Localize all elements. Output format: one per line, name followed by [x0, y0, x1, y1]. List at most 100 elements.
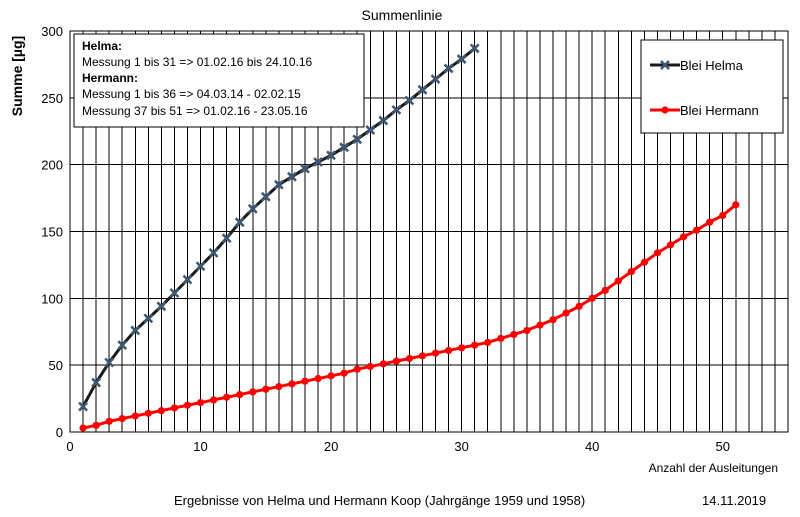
data-point-helma — [378, 115, 389, 126]
note-hermann-line-1: Messung 1 bis 36 => 04.03.14 - 02.02.15 — [82, 87, 301, 101]
data-point-helma — [117, 340, 128, 351]
data-point-hermann — [249, 388, 257, 396]
data-point-helma — [247, 203, 258, 214]
data-point-hermann — [510, 330, 518, 339]
data-point-helma — [443, 63, 454, 74]
data-point-hermann — [301, 377, 309, 385]
y-axis-label: Summe [µg] — [9, 36, 25, 116]
data-point-helma — [287, 171, 297, 182]
data-point-hermann — [170, 404, 179, 412]
data-point-hermann — [497, 334, 505, 343]
y-tick-label: 50 — [49, 358, 63, 373]
data-point-hermann — [118, 415, 126, 423]
data-point-hermann — [588, 294, 596, 302]
note-helma-line-1: Messung 1 bis 31 => 01.02.16 bis 24.10.1… — [82, 55, 312, 69]
data-point-helma — [156, 301, 167, 312]
data-point-hermann — [536, 321, 544, 329]
data-point-hermann — [523, 326, 531, 335]
data-point-hermann — [653, 249, 662, 257]
data-point-helma — [130, 325, 141, 336]
note-hermann-line-2: Messung 37 bis 51 => 01.02.16 - 23.05.16 — [82, 104, 308, 118]
data-point-helma — [469, 43, 480, 54]
data-point-helma — [273, 179, 284, 190]
data-point-helma — [78, 401, 88, 412]
data-point-helma — [430, 74, 441, 85]
legend-helma-label: Blei Helma — [680, 58, 744, 73]
data-point-helma — [182, 274, 193, 285]
data-point-hermann — [392, 357, 400, 365]
x-tick-label: 10 — [193, 439, 207, 454]
data-point-hermann — [640, 258, 649, 266]
footer-caption: Ergebnisse von Helma und Hermann Koop (J… — [174, 493, 585, 508]
legend: Blei Helma Blei Hermann — [640, 39, 784, 134]
plot-border — [69, 30, 789, 433]
x-axis-label: Anzahl der Ausleitungen — [649, 461, 778, 475]
data-point-hermann — [353, 365, 361, 373]
data-point-hermann — [223, 393, 231, 401]
note-hermann-heading: Hermann: — [82, 71, 138, 85]
legend-helma-marker-icon — [660, 60, 670, 70]
data-point-hermann — [431, 349, 440, 357]
data-point-hermann — [288, 380, 296, 388]
x-tick-label: 30 — [454, 439, 468, 454]
data-point-hermann — [131, 412, 139, 420]
y-tick-label: 0 — [56, 425, 63, 440]
x-tick-label: 50 — [715, 439, 729, 454]
data-point-helma — [300, 163, 310, 174]
data-point-helma — [339, 142, 350, 153]
data-point-helma — [104, 357, 115, 368]
data-point-hermann — [484, 338, 492, 347]
data-point-hermann — [601, 286, 609, 294]
data-point-hermann — [575, 302, 583, 310]
y-tick-label: 150 — [41, 225, 63, 240]
notes-box: Helma: Messung 1 bis 31 => 01.02.16 bis … — [73, 33, 365, 128]
data-point-hermann — [366, 362, 374, 371]
data-point-helma — [91, 377, 102, 388]
data-point-hermann — [471, 341, 479, 349]
data-point-hermann — [196, 398, 205, 407]
data-point-hermann — [679, 233, 688, 241]
data-point-helma — [417, 84, 428, 95]
x-tick-label: 20 — [324, 439, 338, 454]
data-point-helma — [234, 217, 245, 228]
data-point-helma — [169, 288, 180, 298]
data-point-helma — [313, 157, 323, 167]
data-point-hermann — [327, 372, 335, 380]
data-point-hermann — [183, 401, 192, 409]
legend-hermann-label: Blei Hermann — [680, 103, 759, 118]
data-point-hermann — [105, 417, 113, 425]
note-helma-heading: Helma: — [82, 39, 122, 53]
data-point-helma — [260, 191, 271, 202]
data-point-helma — [365, 124, 376, 135]
data-point-hermann — [236, 390, 244, 399]
data-point-hermann — [79, 424, 87, 432]
data-point-helma — [352, 134, 363, 145]
data-point-helma — [326, 150, 337, 161]
data-point-hermann — [444, 346, 453, 355]
y-tick-label: 200 — [41, 158, 63, 173]
y-tick-label: 250 — [41, 91, 63, 106]
data-point-hermann — [562, 309, 570, 317]
data-point-hermann — [627, 268, 635, 276]
data-point-hermann — [614, 277, 622, 285]
data-point-hermann — [157, 407, 165, 415]
x-tick-label: 40 — [585, 439, 599, 454]
data-point-hermann — [210, 396, 218, 404]
data-point-helma — [208, 247, 219, 258]
data-point-hermann — [92, 421, 100, 429]
data-point-hermann — [732, 201, 740, 209]
x-tick-label: 0 — [66, 439, 73, 454]
data-point-hermann — [418, 352, 427, 360]
data-point-hermann — [275, 382, 283, 391]
data-point-hermann — [693, 226, 701, 234]
data-point-hermann — [314, 374, 322, 383]
data-point-helma — [456, 54, 467, 64]
y-tick-label: 100 — [41, 291, 63, 306]
data-point-hermann — [144, 409, 152, 417]
data-point-hermann — [340, 369, 348, 377]
data-point-hermann — [719, 211, 727, 220]
chart-title: Summenlinie — [362, 7, 443, 23]
data-point-hermann — [379, 360, 387, 368]
data-point-hermann — [706, 218, 714, 226]
